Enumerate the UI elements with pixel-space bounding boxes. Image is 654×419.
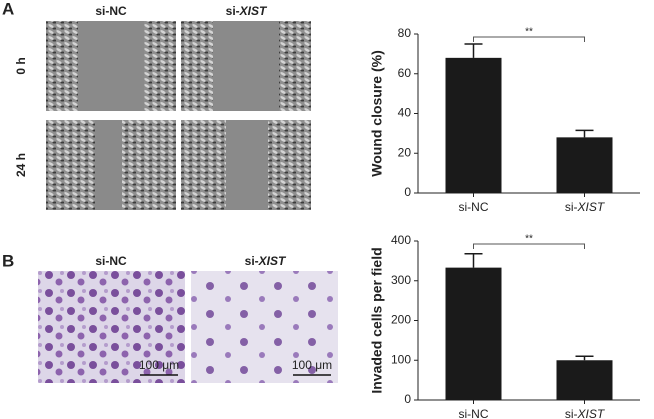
y-axis-label: Wound closure (%) — [369, 50, 385, 177]
wound-images — [46, 21, 311, 210]
y-tick-label: 60 — [398, 66, 412, 80]
error-bar — [575, 129, 594, 138]
y-tick-label: 200 — [391, 313, 411, 327]
error-bar — [464, 252, 483, 268]
error-bar — [464, 43, 483, 58]
x-tick-label: si-XIST — [565, 200, 606, 214]
y-tick-label: 100 — [391, 352, 411, 366]
panel-label: A — [2, 0, 14, 18]
y-tick-label: 0 — [404, 392, 411, 406]
significance-label: ** — [525, 234, 533, 245]
bar — [556, 360, 613, 400]
row-label: 0 h — [14, 57, 28, 74]
significance-bracket — [473, 36, 585, 42]
column-label: si-XIST — [226, 4, 268, 18]
bar — [445, 267, 502, 400]
significance-bracket — [473, 243, 585, 249]
error-bar — [575, 355, 594, 361]
panel-label: B — [2, 251, 14, 270]
y-tick-label: 0 — [404, 185, 411, 199]
bar — [556, 137, 613, 193]
y-tick-label: 400 — [391, 233, 411, 247]
column-label: si-NC — [95, 4, 127, 18]
significance-label: ** — [525, 27, 533, 38]
bar — [445, 57, 502, 193]
y-tick-label: 80 — [398, 26, 412, 40]
invasion-images — [38, 271, 338, 383]
x-tick-label: si-NC — [459, 407, 489, 419]
row-label: 24 h — [14, 153, 28, 177]
y-axis-label: Invaded cells per field — [369, 247, 385, 393]
y-tick-label: 20 — [398, 145, 412, 159]
scale-bar-label: 100 μm — [139, 358, 179, 372]
y-tick-label: 40 — [398, 106, 412, 120]
x-tick-label: si-NC — [459, 200, 489, 214]
y-tick-label: 300 — [391, 273, 411, 287]
x-tick-label: si-XIST — [565, 407, 606, 419]
scale-bar-label: 100 μm — [292, 358, 332, 372]
column-label: si-NC — [95, 254, 127, 268]
column-label: si-XIST — [245, 254, 287, 268]
